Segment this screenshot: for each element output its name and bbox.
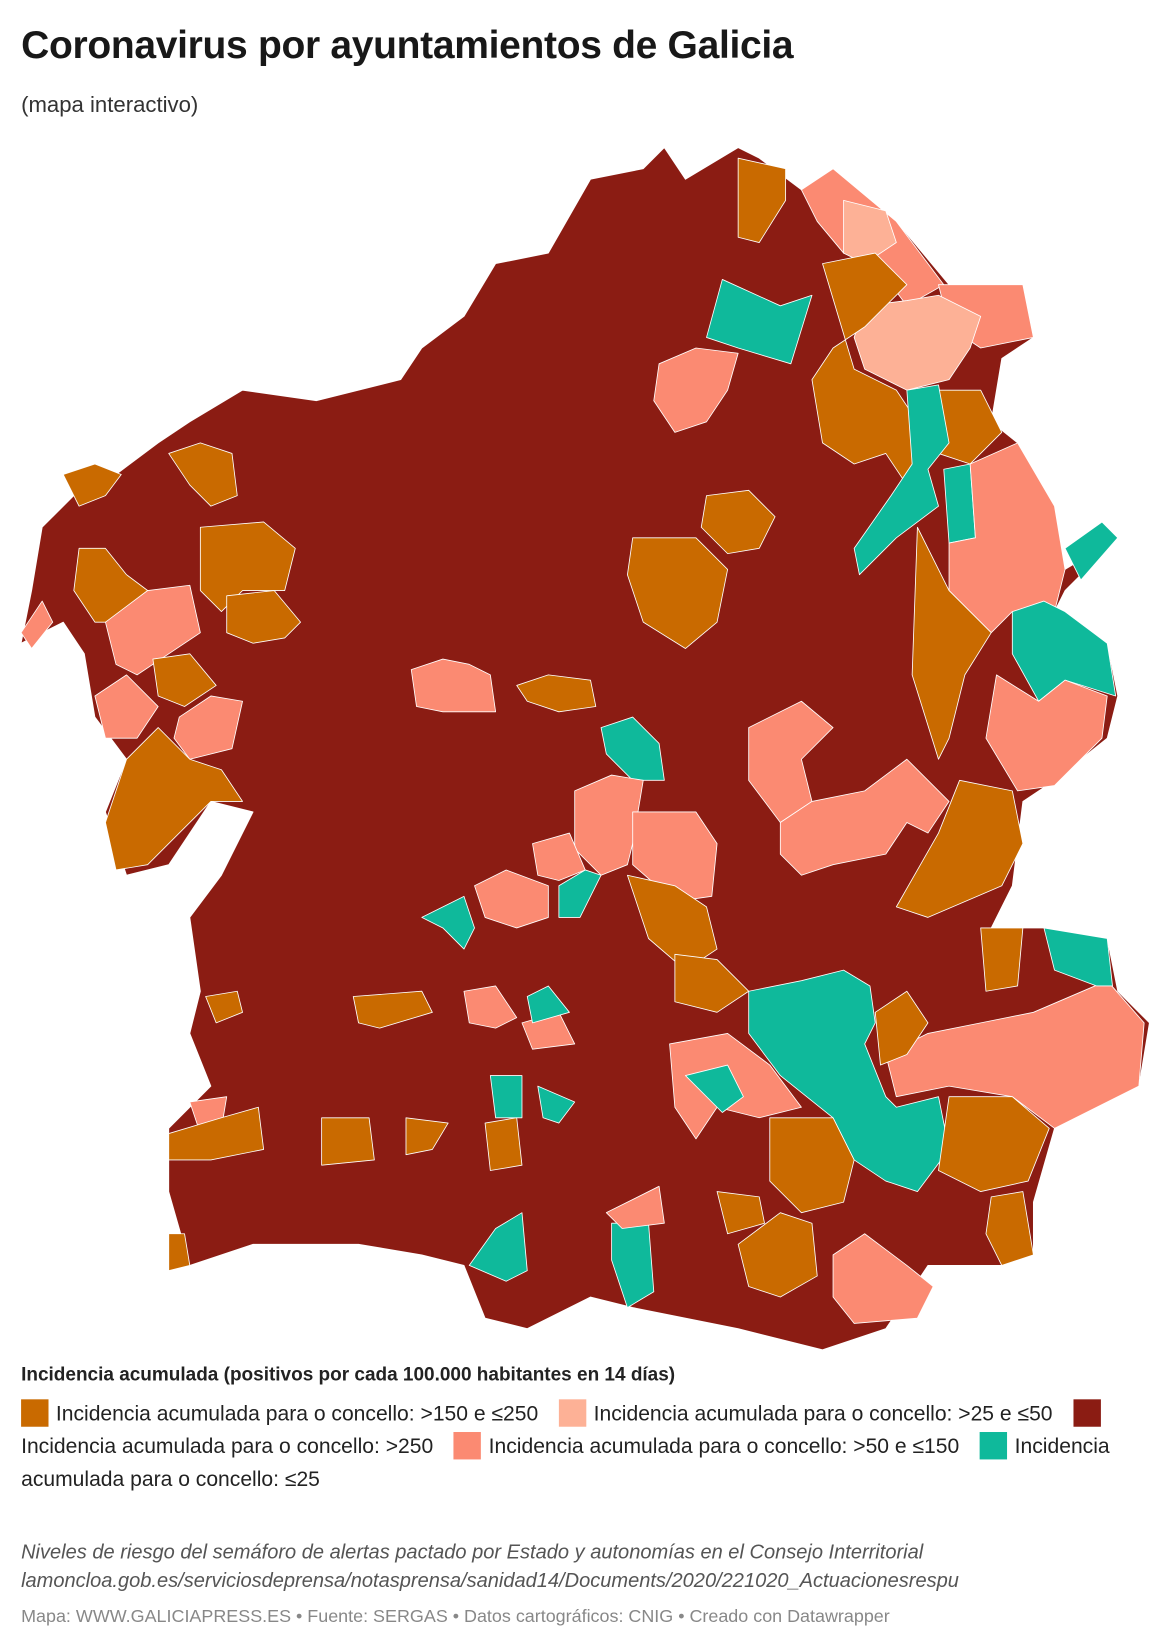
legend-swatch (979, 1432, 1008, 1460)
region[interactable] (405, 1117, 449, 1156)
region[interactable] (421, 895, 475, 950)
region[interactable] (489, 1075, 523, 1119)
legend-item: Incidencia acumulada para o concello: >5… (453, 1432, 960, 1460)
legend-swatch (1073, 1399, 1101, 1427)
region[interactable] (874, 990, 929, 1066)
region[interactable] (853, 384, 950, 576)
legend: Incidencia acumulada para o concello: >1… (21, 1398, 1155, 1496)
region[interactable] (885, 980, 1145, 1129)
region[interactable] (168, 442, 238, 507)
legend-item: Incidencia acumulada para o concello: ≤2… (21, 1432, 1110, 1492)
region[interactable] (985, 1191, 1034, 1266)
legend-label: Incidencia acumulada para o concello: ≤2… (21, 1435, 1110, 1492)
region[interactable] (605, 1185, 665, 1229)
region[interactable] (748, 969, 950, 1193)
region[interactable] (832, 1233, 934, 1324)
region[interactable] (484, 1117, 523, 1171)
region[interactable] (627, 537, 729, 649)
footer: Mapa: WWW.GALICIAPRESS.ES • Fuente: SERG… (21, 1606, 890, 1627)
region[interactable] (895, 779, 1024, 918)
legend-item: Incidencia acumulada para o concello: >2… (558, 1399, 1053, 1427)
region[interactable] (168, 1233, 191, 1272)
region[interactable] (627, 874, 718, 971)
region[interactable] (474, 869, 549, 929)
region[interactable] (537, 1085, 576, 1124)
region[interactable] (600, 716, 665, 781)
region[interactable] (94, 674, 159, 739)
region[interactable] (532, 832, 586, 881)
region[interactable] (1043, 927, 1113, 987)
subtitle: (mapa interactivo) (21, 92, 199, 118)
region[interactable] (105, 584, 201, 676)
region[interactable] (173, 695, 243, 760)
region[interactable] (463, 985, 518, 1029)
note: lamoncloa.gob.es/serviciosdeprensa/notas… (21, 1570, 959, 1593)
region[interactable] (737, 1212, 818, 1298)
region[interactable] (716, 1191, 765, 1235)
region[interactable] (1011, 600, 1117, 702)
region[interactable] (853, 294, 982, 391)
region[interactable] (811, 252, 929, 486)
region[interactable] (938, 1096, 1050, 1193)
region[interactable] (911, 526, 992, 760)
legend-label: Incidencia acumulada para o concello: >2… (593, 1402, 1053, 1426)
legend-item: Incidencia acumulada para o concello: >1… (21, 1399, 539, 1427)
legend-item: Incidencia acumulada para o concello: >2… (21, 1399, 1108, 1459)
legend-title: Incidencia acumulada (positivos por cada… (21, 1363, 676, 1385)
region[interactable] (199, 521, 296, 613)
region[interactable] (20, 600, 54, 649)
legend-swatch (453, 1432, 482, 1460)
region[interactable] (62, 463, 122, 507)
region[interactable] (526, 985, 570, 1024)
region[interactable] (980, 927, 1024, 992)
region[interactable] (226, 590, 301, 644)
region[interactable] (574, 774, 644, 876)
region[interactable] (105, 727, 243, 871)
region[interactable] (985, 674, 1108, 792)
region[interactable] (321, 1117, 375, 1166)
region[interactable] (653, 347, 739, 433)
region[interactable] (152, 653, 217, 707)
region[interactable] (168, 1106, 265, 1161)
map (20, 147, 1150, 1351)
region[interactable] (674, 953, 750, 1013)
note: Niveles de riesgo del semáforo de alerta… (21, 1541, 924, 1564)
legend-label: Incidencia acumulada para o concello: >1… (55, 1402, 539, 1426)
region[interactable] (769, 1117, 855, 1214)
region[interactable] (706, 279, 813, 365)
region[interactable] (468, 1212, 528, 1282)
legend-swatch (558, 1399, 587, 1427)
region[interactable] (410, 658, 497, 713)
region[interactable] (1064, 521, 1119, 581)
title: Coronavirus por ayuntamientos de Galicia (21, 23, 794, 67)
region[interactable] (843, 199, 897, 265)
region[interactable] (748, 700, 834, 823)
legend-label: Incidencia acumulada para o concello: >2… (21, 1435, 434, 1459)
region[interactable] (737, 157, 787, 243)
region[interactable] (352, 990, 433, 1029)
region[interactable] (205, 990, 243, 1024)
legend-swatch (21, 1399, 49, 1427)
region[interactable] (685, 1064, 744, 1113)
legend-label: Incidencia acumulada para o concello: >5… (488, 1435, 960, 1459)
region[interactable] (632, 811, 718, 903)
region[interactable] (779, 758, 950, 876)
region[interactable] (700, 489, 776, 555)
region[interactable] (516, 674, 597, 713)
region[interactable] (558, 869, 602, 918)
